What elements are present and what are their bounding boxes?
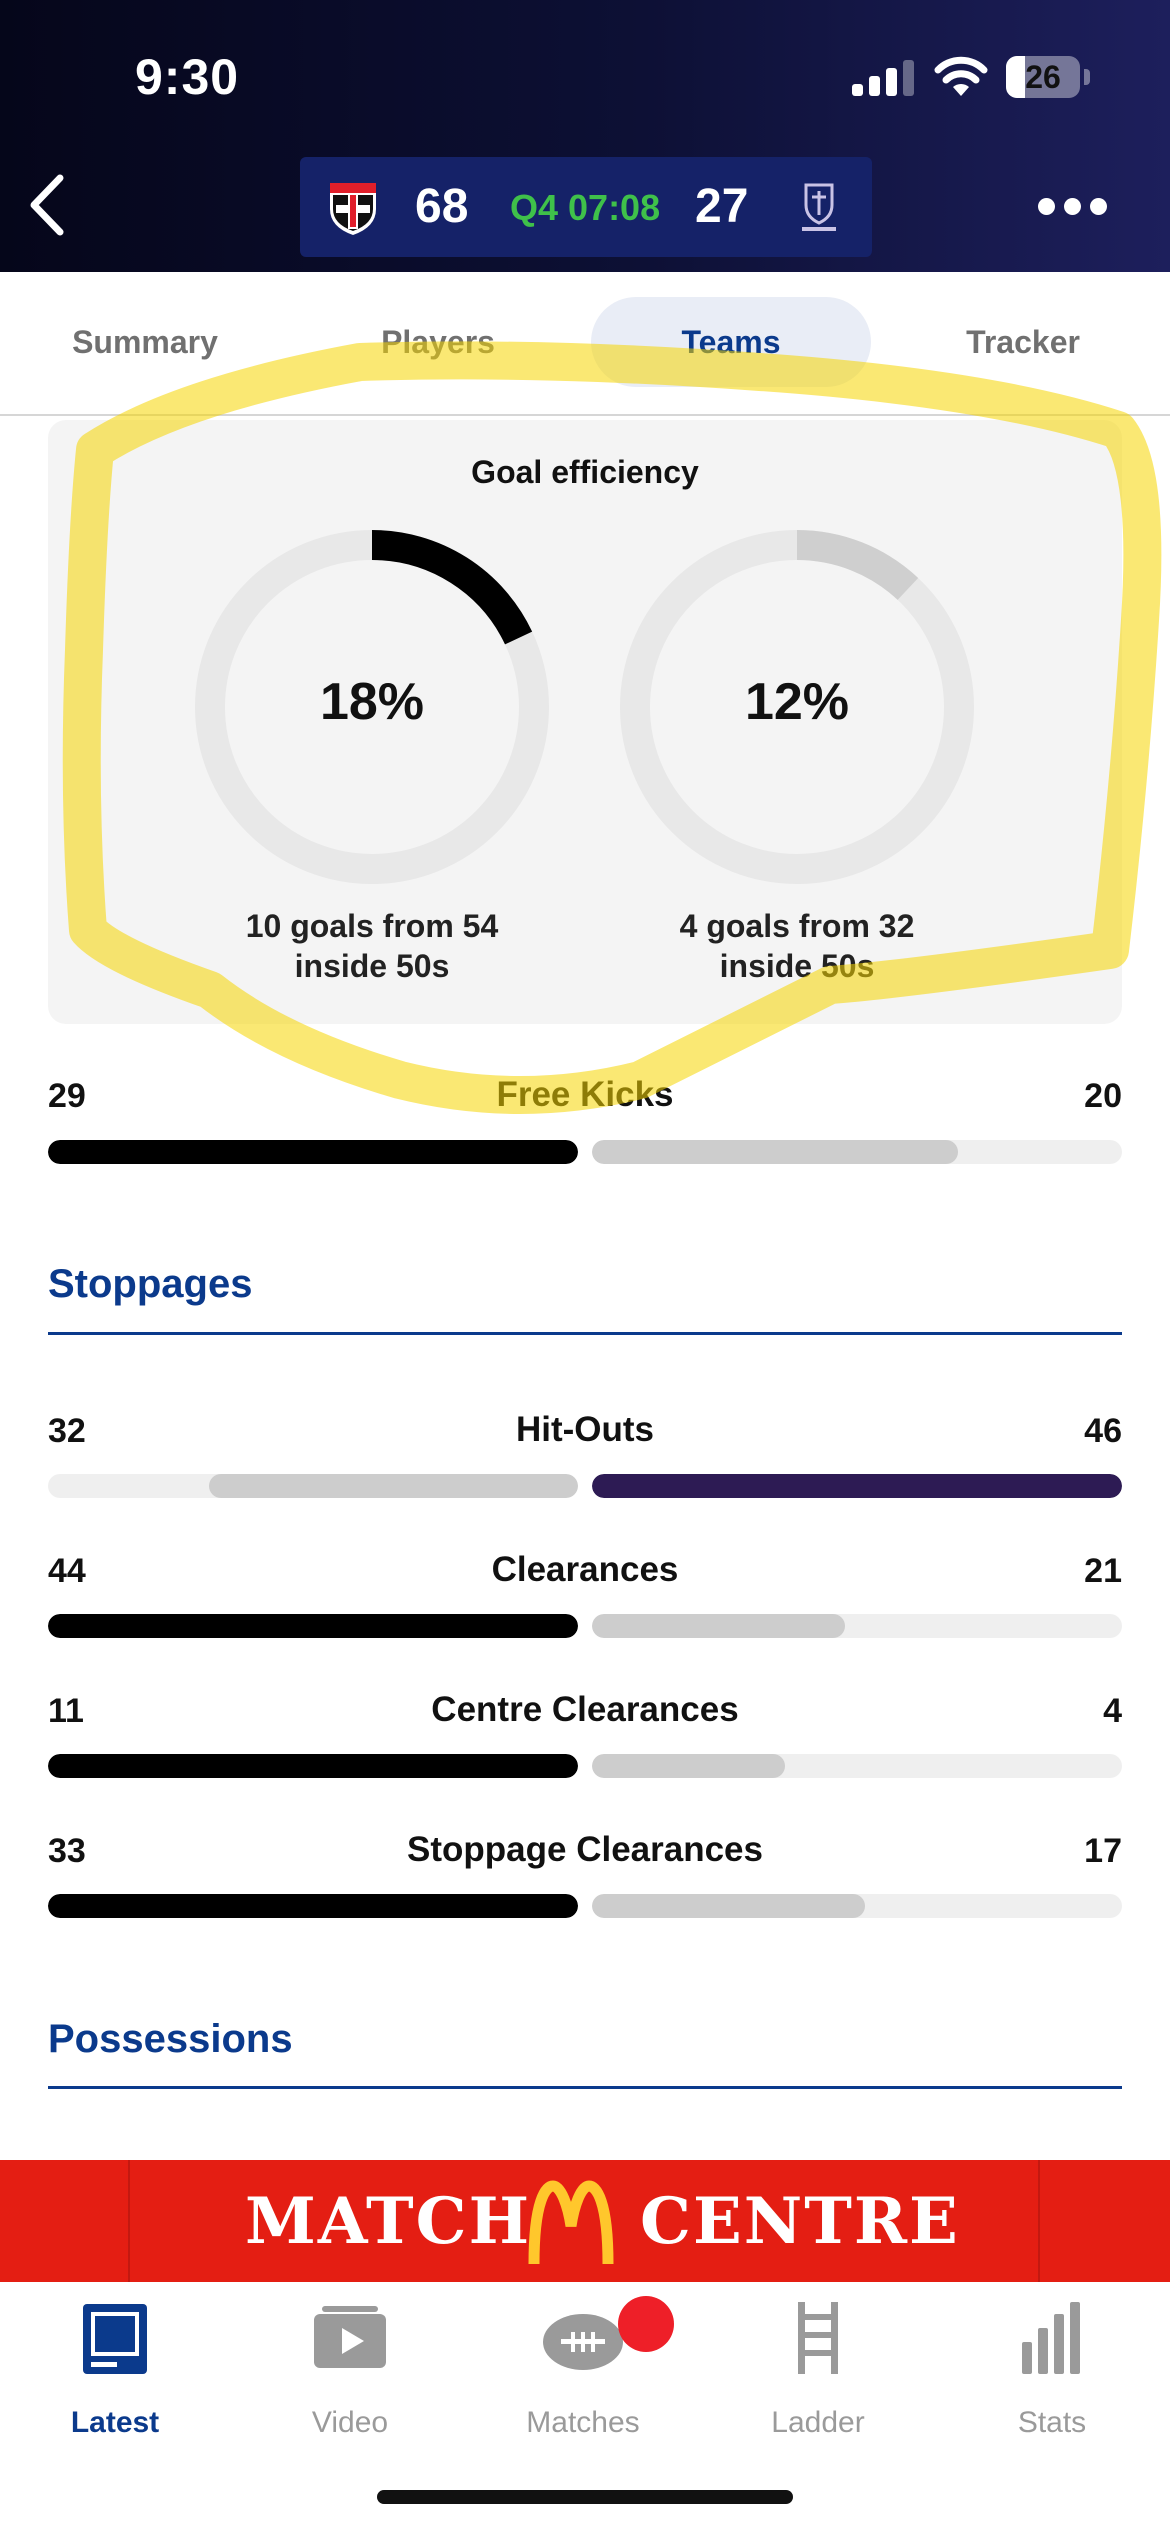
tab-players[interactable]: Players	[381, 324, 495, 360]
stat-home-value: 44	[48, 1552, 86, 1590]
stat-away-value: 17	[1084, 1832, 1122, 1870]
home-indicator	[377, 2490, 793, 2504]
game-clock: Q4 07:08	[510, 187, 661, 228]
wifi-icon	[934, 56, 988, 96]
home-caption-line1: 10 goals from 54	[245, 908, 499, 944]
nav-latest[interactable]: Latest	[15, 2298, 215, 2448]
possessions-heading: Possessions	[48, 2017, 293, 2061]
video-play-icon	[314, 2306, 386, 2368]
nav-ladder[interactable]: Ladder	[718, 2298, 918, 2448]
stat-label: Clearances	[491, 1550, 679, 1589]
banner-word-left: MATCH	[245, 2184, 532, 2259]
stat-label: Centre Clearances	[431, 1690, 739, 1729]
free-kicks-away-track	[592, 1140, 1122, 1164]
bar-chart-icon	[1022, 2302, 1080, 2374]
battery-icon: 26	[1006, 56, 1080, 98]
home-caption-line2: inside 50s	[294, 948, 450, 984]
ladder-icon	[798, 2302, 838, 2374]
football-icon	[543, 2314, 623, 2370]
away-efficiency-value: 12%	[744, 673, 850, 731]
nav-stats[interactable]: Stats	[952, 2298, 1152, 2448]
nav-video[interactable]: Video	[250, 2298, 450, 2448]
stat-away-bar	[592, 1894, 866, 1918]
stat-home-value: 32	[48, 1412, 86, 1450]
home-score: 68	[415, 180, 469, 233]
st-kilda-logo-icon	[330, 183, 376, 235]
stat-away-bar	[592, 1614, 845, 1638]
free-kicks-home-bar	[48, 1140, 578, 1164]
away-caption-line2: inside 50s	[719, 948, 875, 984]
free-kicks-away: 20	[1084, 1077, 1122, 1115]
stat-away-track	[592, 1614, 1122, 1638]
away-efficiency-caption: 4 goals from 32 inside 50s	[587, 906, 1007, 986]
stat-home-bar	[48, 1894, 578, 1918]
stat-home-track	[48, 1614, 578, 1638]
newspaper-icon	[83, 2304, 147, 2374]
nav-matches[interactable]: Matches	[483, 2296, 683, 2448]
match-header: 9:30 26 68 Q4 07:08 27	[0, 0, 1170, 272]
stat-away-track	[592, 1754, 1122, 1778]
stat-away-value: 4	[1103, 1692, 1122, 1730]
free-kicks-label: Free Kicks	[496, 1075, 674, 1114]
free-kicks-home-track	[48, 1140, 578, 1164]
goal-efficiency-title: Goal efficiency	[471, 454, 699, 490]
stat-away-bar	[592, 1754, 785, 1778]
match-centre-banner[interactable]: MATCH CENTRE	[0, 2160, 1170, 2282]
more-options-icon[interactable]	[1038, 195, 1108, 217]
tab-summary[interactable]: Summary	[72, 324, 218, 360]
possessions-rule	[48, 2086, 1122, 2089]
stoppages-heading: Stoppages	[48, 1262, 253, 1306]
fremantle-logo-icon	[802, 183, 836, 231]
stat-label: Stoppage Clearances	[407, 1830, 763, 1869]
golden-arches-icon	[528, 2180, 614, 2265]
battery-level: 26	[1025, 59, 1061, 95]
stat-home-value: 11	[48, 1692, 84, 1730]
nav-label: Ladder	[771, 2406, 865, 2439]
stat-away-value: 46	[1084, 1412, 1122, 1450]
home-efficiency-value: 18%	[319, 673, 425, 731]
nav-label: Latest	[70, 2406, 160, 2439]
scoreboard[interactable]: 68 Q4 07:08 27	[300, 157, 872, 257]
nav-label: Matches	[526, 2406, 640, 2439]
status-time: 9:30	[135, 49, 240, 105]
home-efficiency-caption: 10 goals from 54 inside 50s	[162, 906, 582, 986]
cellular-signal-icon	[852, 58, 914, 96]
stat-home-track	[48, 1894, 578, 1918]
notification-dot	[618, 2296, 674, 2352]
match-tabs: Summary Players Teams Tracker	[0, 272, 1170, 416]
stat-home-bar	[48, 1614, 578, 1638]
stat-home-track	[48, 1474, 578, 1498]
nav-label: Video	[311, 2406, 389, 2439]
stat-home-bar	[48, 1754, 578, 1778]
stat-home-bar	[209, 1474, 578, 1498]
stat-home-value: 33	[48, 1832, 86, 1870]
battery-tip	[1084, 69, 1090, 85]
stat-home-track	[48, 1754, 578, 1778]
away-caption-line1: 4 goals from 32	[679, 908, 915, 944]
tab-tracker[interactable]: Tracker	[966, 324, 1080, 360]
stat-away-bar	[592, 1474, 1122, 1498]
free-kicks-away-bar	[592, 1140, 958, 1164]
away-efficiency-arc	[796, 530, 919, 601]
stat-label: Hit-Outs	[515, 1410, 655, 1449]
stoppages-rule	[48, 1332, 1122, 1335]
banner-word-right: CENTRE	[640, 2184, 960, 2259]
tab-teams[interactable]: Teams	[591, 297, 871, 387]
stat-away-track	[592, 1894, 1122, 1918]
away-score: 27	[695, 180, 749, 233]
banner-frame	[128, 2160, 1040, 2282]
nav-label: Stats	[1017, 2406, 1087, 2439]
stat-away-track	[592, 1474, 1122, 1498]
back-chevron-icon[interactable]	[22, 170, 72, 240]
stat-away-value: 21	[1084, 1552, 1122, 1590]
home-efficiency-arc	[371, 530, 533, 645]
